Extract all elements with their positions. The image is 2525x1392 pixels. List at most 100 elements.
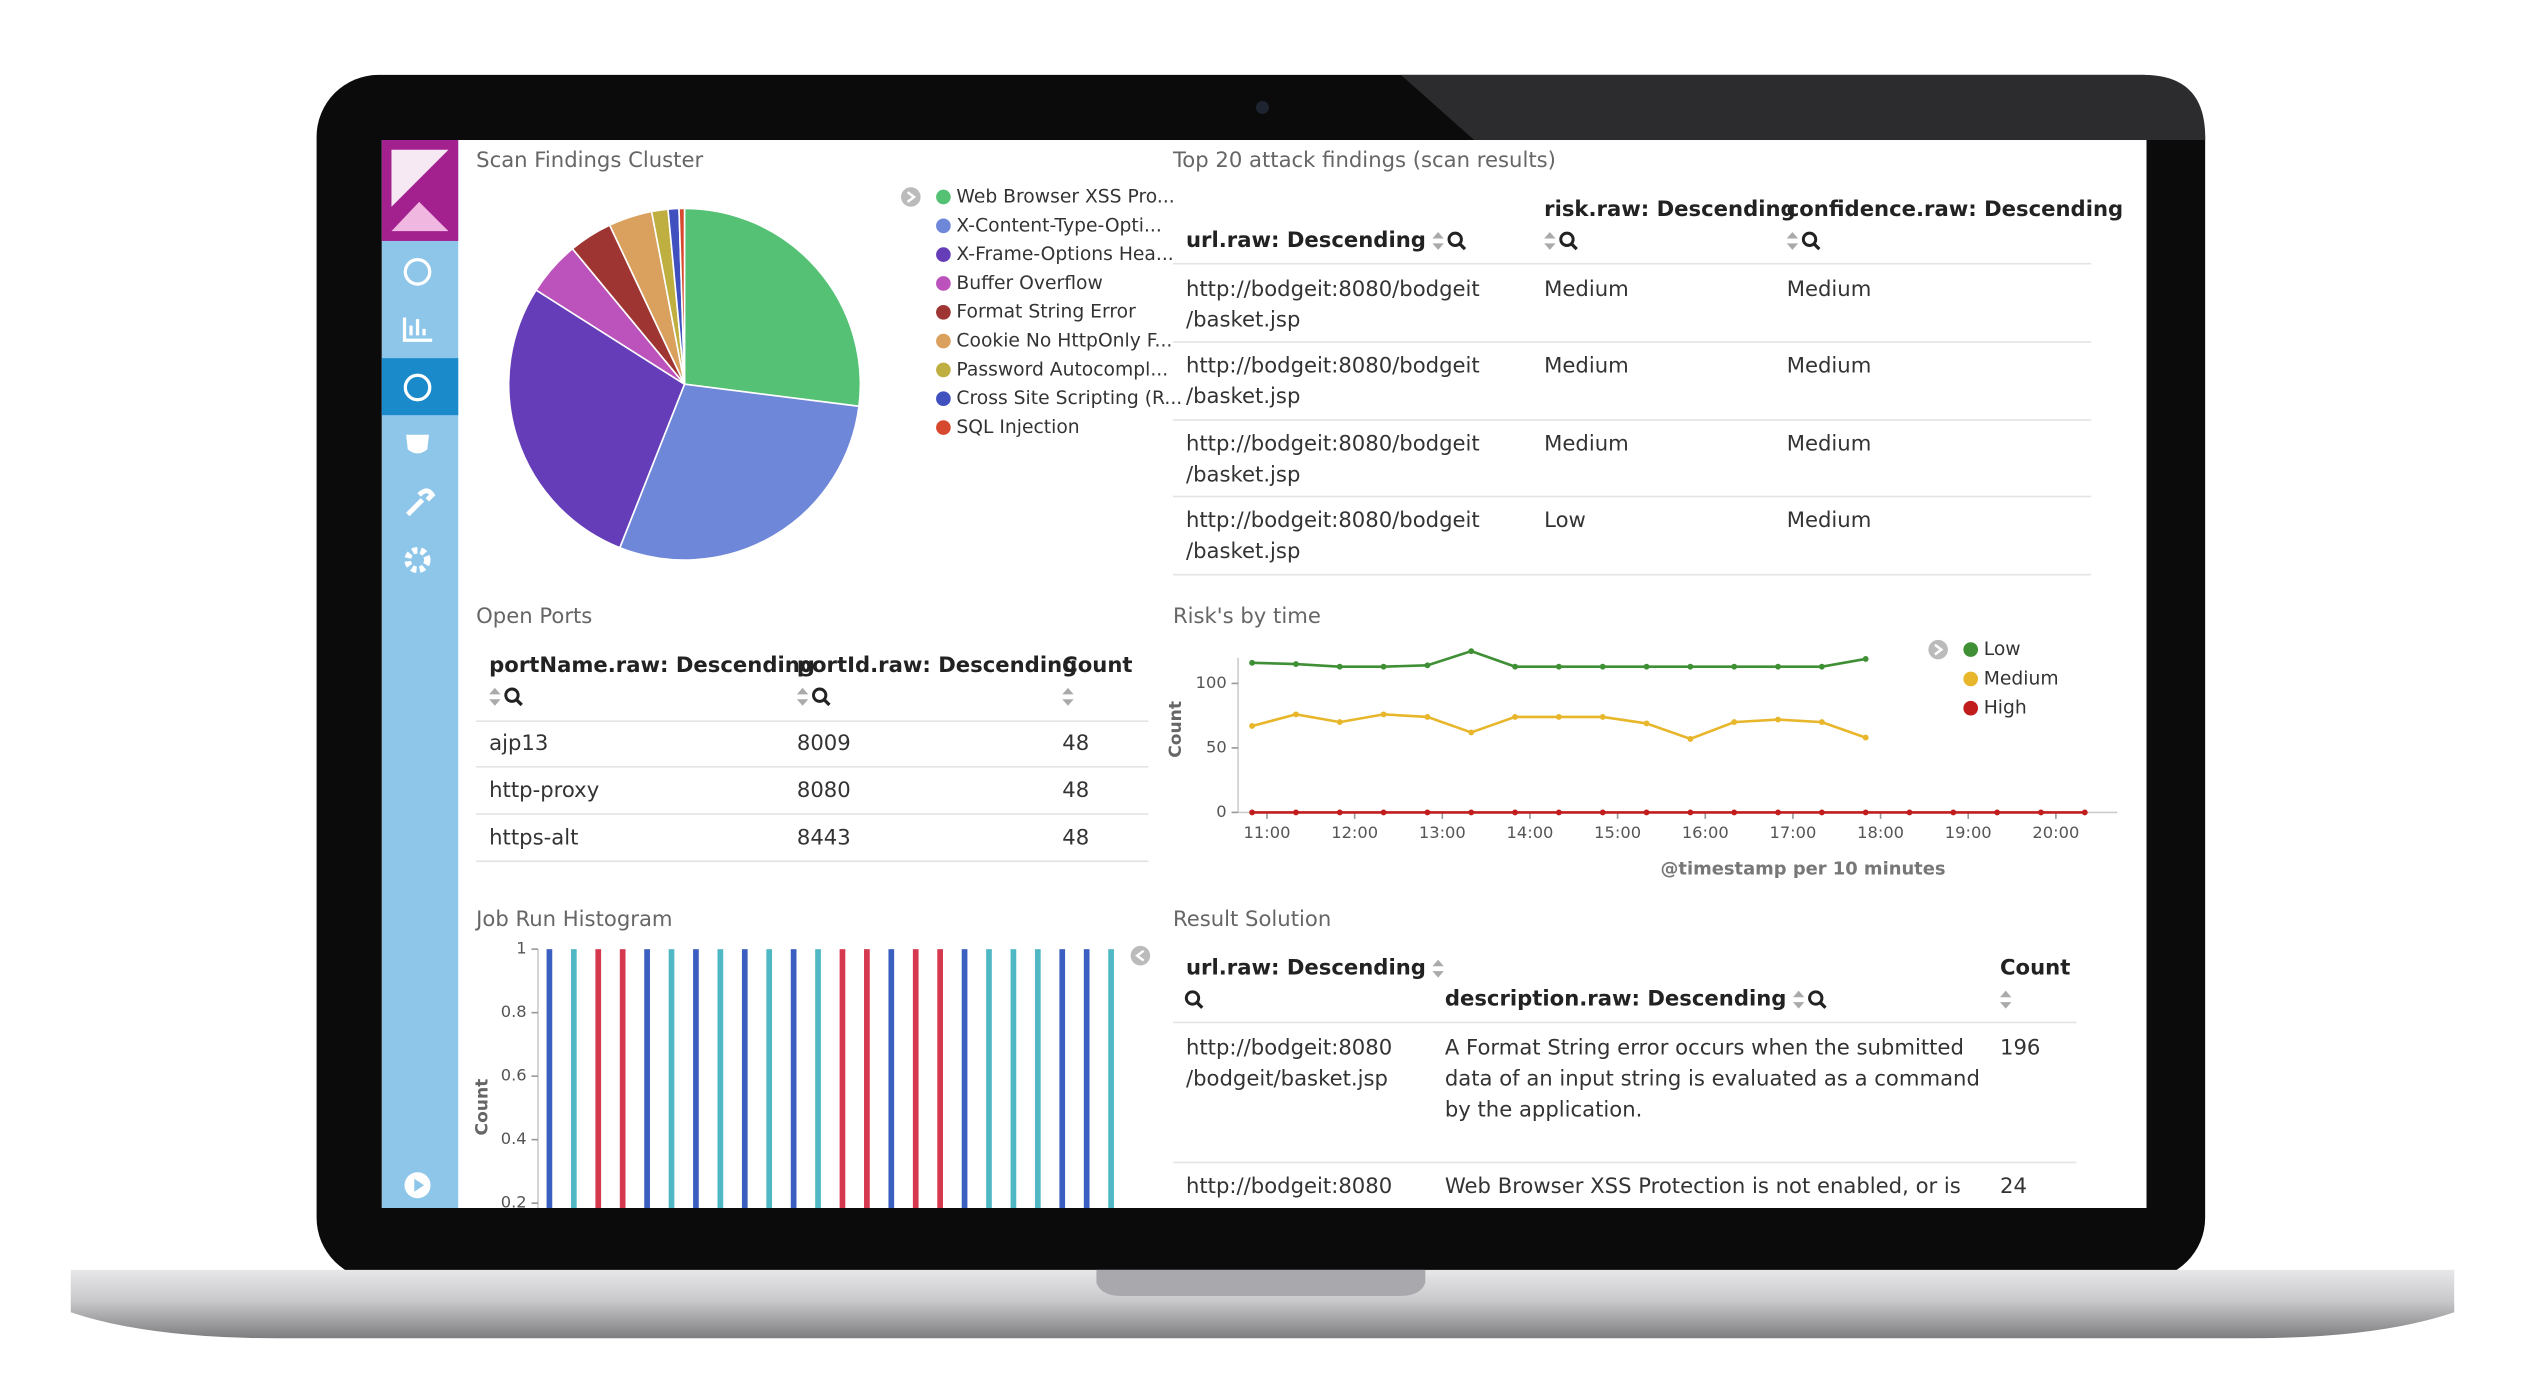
search-icon[interactable]: [1559, 231, 1575, 247]
legend-label: Low: [1984, 639, 2021, 660]
search-icon-handle: [515, 698, 523, 707]
bar: [839, 949, 846, 1209]
line-point: [1731, 663, 1738, 670]
logo: [391, 149, 449, 207]
line-point: [1468, 648, 1475, 655]
bar: [937, 949, 943, 1209]
line-point: [1643, 809, 1650, 816]
column-header: description.raw: Descending: [1445, 986, 1787, 1011]
legend-swatch: [1963, 671, 1979, 687]
bar: [1010, 949, 1017, 1209]
legend-toggle[interactable]: [1130, 945, 1151, 966]
line-point: [1468, 729, 1475, 736]
search-icon[interactable]: [1808, 990, 1824, 1006]
table-cell: 48: [1062, 777, 1089, 802]
nav-management[interactable]: [404, 547, 431, 574]
pie-slice: [683, 207, 862, 408]
line-point: [1292, 809, 1299, 816]
pie-slice: [678, 207, 686, 385]
bar: [888, 949, 895, 1209]
line-point: [1906, 809, 1913, 816]
sort-icon[interactable]: [489, 687, 501, 706]
search-icon[interactable]: [1447, 231, 1463, 247]
line-point: [1599, 663, 1606, 670]
legend-toggle[interactable]: [901, 187, 921, 207]
line-point: [1775, 716, 1781, 723]
nav-collapse-icon: [414, 1178, 425, 1192]
sort-icon[interactable]: [1062, 687, 1074, 706]
bar: [1108, 949, 1114, 1209]
line-point: [1468, 809, 1475, 816]
sort-icon[interactable]: [1544, 232, 1556, 250]
table-cell: http://bodgeit:8080/bodgeit: [1186, 507, 1480, 532]
sort-icon[interactable]: [1792, 990, 1805, 1009]
line-point: [2038, 809, 2044, 816]
line-point: [2081, 809, 2088, 816]
legend-label: Buffer Overflow: [956, 273, 1102, 294]
column-header: url.raw: Descending: [1186, 227, 1426, 252]
line-point: [1818, 719, 1825, 726]
column-header: url.raw: Descending: [1186, 955, 1426, 980]
sort-icon[interactable]: [796, 687, 809, 706]
line-point: [1249, 723, 1256, 729]
bar: [1083, 949, 1090, 1209]
bar: [693, 949, 699, 1209]
nav-timelion[interactable]: [406, 434, 429, 454]
line-point: [1731, 809, 1738, 816]
sort-icon[interactable]: [1432, 959, 1444, 978]
table-cell: Low: [1544, 507, 1586, 532]
column-header: portId.raw: Descending: [797, 652, 1077, 677]
x-tick-label: 18:00: [1857, 823, 1904, 842]
table-cell: 24: [2000, 1173, 2027, 1198]
table-cell: Medium: [1787, 276, 1872, 301]
nav-discover[interactable]: [403, 258, 432, 286]
legend-swatch: [936, 304, 951, 320]
table-cell: Medium: [1544, 430, 1629, 455]
legend-swatch: [936, 247, 951, 262]
sort-icon[interactable]: [1786, 232, 1799, 250]
nav-dashboard[interactable]: [403, 373, 432, 402]
x-tick-label: 12:00: [1331, 823, 1378, 842]
x-tick-label: 16:00: [1682, 823, 1729, 842]
line-point: [1336, 809, 1343, 816]
x-tick-label: 14:00: [1507, 823, 1554, 842]
legend-label: Format String Error: [956, 302, 1136, 323]
panel-title: Result Solution: [1173, 906, 1331, 931]
search-icon-handle: [1812, 242, 1821, 251]
bar: [644, 949, 650, 1209]
panel-title: Scan Findings Cluster: [476, 147, 703, 172]
line-point: [1731, 719, 1738, 726]
bar: [815, 949, 821, 1209]
search-icon[interactable]: [1184, 990, 1201, 1006]
legend-toggle[interactable]: [1928, 639, 1948, 660]
bezel-reflection: [1400, 74, 2206, 141]
search-icon[interactable]: [504, 687, 520, 703]
bar: [790, 949, 797, 1209]
table-cell: 8443: [797, 824, 851, 849]
bar: [595, 949, 602, 1209]
table-cell: ajp13: [489, 730, 548, 755]
legend-label: X-Content-Type-Opti...: [956, 215, 1161, 236]
line-point: [1775, 809, 1781, 816]
sort-icon[interactable]: [1432, 232, 1444, 250]
table-cell: A Format String error occurs when the su…: [1445, 1034, 1964, 1059]
search-icon[interactable]: [1801, 231, 1818, 247]
legend-swatch: [936, 189, 951, 205]
search-icon[interactable]: [812, 687, 828, 703]
nav-visualize[interactable]: [402, 317, 433, 342]
y-tick-label: 0: [1216, 802, 1226, 821]
bar: [570, 949, 577, 1209]
line-point: [1818, 663, 1825, 670]
legend-swatch: [936, 420, 951, 435]
line-point: [1336, 719, 1343, 726]
panel-title: Job Run Histogram: [474, 906, 672, 931]
sort-icon[interactable]: [2000, 990, 2012, 1009]
line-point: [1380, 711, 1387, 718]
legend-swatch: [936, 362, 951, 378]
x-tick-label: 13:00: [1419, 823, 1466, 842]
table-cell: http://bodgeit:8080/bodgeit: [1186, 276, 1480, 301]
bar: [766, 949, 773, 1209]
nav-devtools[interactable]: [406, 488, 436, 517]
y-tick-label: 50: [1206, 737, 1227, 756]
